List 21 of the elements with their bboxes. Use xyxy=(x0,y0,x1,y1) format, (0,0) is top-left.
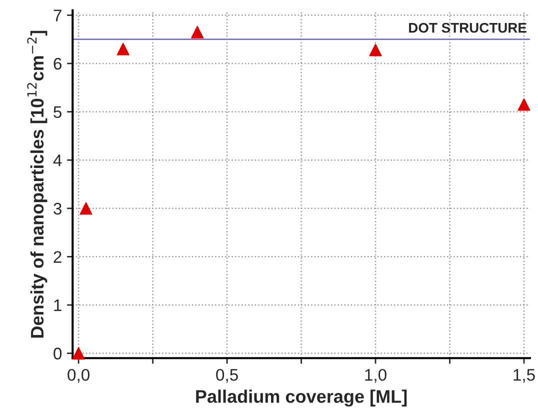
y-tick-label: 1 xyxy=(54,300,62,312)
x-tick-label: 0,5 xyxy=(216,368,238,383)
y-tick-label: 6 xyxy=(54,58,62,70)
point xyxy=(518,98,530,111)
y-tick-label: 2 xyxy=(54,251,62,263)
point xyxy=(80,202,92,215)
y-tick-label: 0 xyxy=(54,348,62,360)
point xyxy=(369,44,382,56)
point xyxy=(191,26,204,38)
point xyxy=(116,42,130,56)
y-axis-title: Density of nanoparticles [10$^{12}$cm$^{−2}$] xyxy=(27,30,48,338)
y-tick-label: 7 xyxy=(54,10,62,22)
point xyxy=(72,347,85,360)
x-axis-title: Palladium coverage [ML] xyxy=(196,390,407,407)
x-tick-label: 1,0 xyxy=(365,368,386,383)
ref-line-label: DOT STRUCTURE xyxy=(409,22,526,33)
y-tick-label: 5 xyxy=(54,106,62,118)
y-tick-label: 3 xyxy=(54,202,62,215)
x-tick-label: 1,5 xyxy=(514,369,535,383)
x-tick-label: 0,0 xyxy=(68,368,90,383)
y-tick-label: 4 xyxy=(53,154,62,166)
